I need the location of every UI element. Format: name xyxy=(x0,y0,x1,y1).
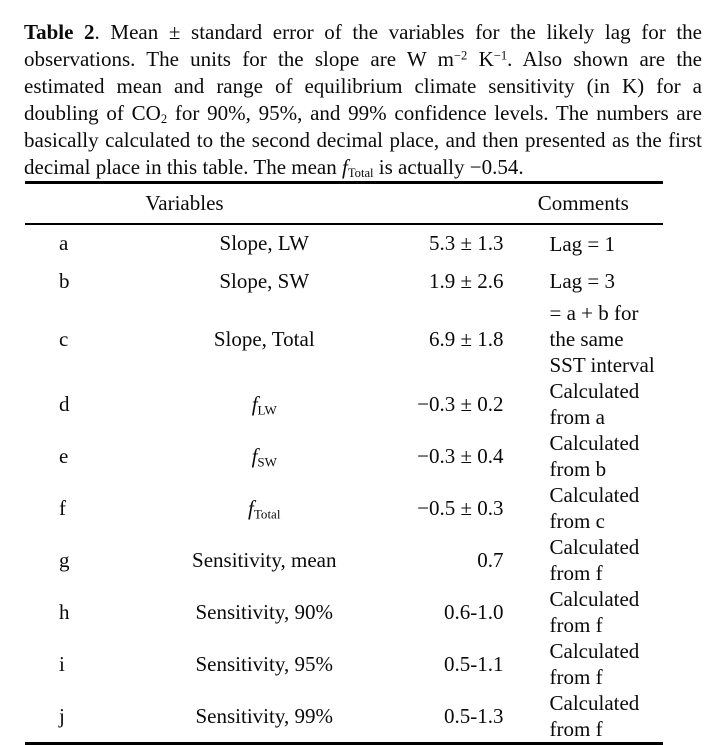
table-row-f: f fTotal −0.5 ± 0.3 Calculated from c xyxy=(25,482,663,534)
value-cell: 0.7 xyxy=(477,547,504,572)
value-cell: 1.9 ± 2.6 xyxy=(428,268,504,293)
variable-name: f xyxy=(251,443,258,468)
table-row-g: g Sensitivity, mean 0.7 Calculated from … xyxy=(25,534,663,586)
table-caption: Table 2. Mean ± standard error of the va… xyxy=(24,19,702,181)
row-letter: a xyxy=(59,231,69,255)
value-cell: 0.6-1.0 xyxy=(444,599,504,624)
variable-name: Slope, SW xyxy=(219,268,310,293)
variable-name: f xyxy=(251,391,258,416)
table-row-c: c Slope, Total 6.9 ± 1.8 = a + b for the… xyxy=(25,300,663,378)
table-row-b: b Slope, SW 1.9 ± 2.6 Lag = 3 xyxy=(25,262,663,300)
column-header-comments: Comments xyxy=(503,182,663,225)
value-cell: 5.3 ± 1.3 xyxy=(428,231,504,255)
variable-subscript: Total xyxy=(253,505,281,521)
value-cell: 6.9 ± 1.8 xyxy=(428,326,504,351)
value-cell: −0.3 ± 0.4 xyxy=(417,443,504,468)
value-cell: −0.3 ± 0.2 xyxy=(417,391,504,416)
variable-cell: Sensitivity, 99% xyxy=(185,690,345,744)
data-table: Variables Comments a Slope, LW 5.3 ± 1.3… xyxy=(25,181,663,745)
column-header-value-spacer xyxy=(344,182,504,225)
value-cell: −0.5 ± 0.3 xyxy=(417,495,504,520)
variable-name: Sensitivity, 99% xyxy=(195,703,333,728)
comment-cell: Calculated from f xyxy=(549,691,640,741)
variable-name: f xyxy=(248,495,254,520)
comment-cell: = a + b for the same SST interval xyxy=(549,301,655,377)
caption-table-label: Table 2 xyxy=(24,20,95,44)
caption-text-4: for 90%, 95%, and 99% confidence levels.… xyxy=(24,101,702,179)
table-row-e: e fSW −0.3 ± 0.4 Calculated from b xyxy=(25,430,663,482)
variable-name: Slope, Total xyxy=(213,326,315,351)
caption-subscript-co2: 2 xyxy=(160,112,168,127)
caption-text-3: . Also shown are the estimated mean and … xyxy=(24,47,702,125)
row-letter: e xyxy=(59,443,69,468)
table-row-i: i Sensitivity, 95% 0.5-1.1 Calculated fr… xyxy=(25,638,663,690)
row-letter: j xyxy=(59,703,65,728)
table-row-j: j Sensitivity, 99% 0.5-1.3 Calculated fr… xyxy=(25,690,663,744)
variable-cell: fLW xyxy=(185,378,345,430)
variable-name: Sensitivity, 95% xyxy=(195,651,333,676)
caption-f-subscript: Total xyxy=(347,166,374,181)
caption-superscript-exponent: −1 xyxy=(493,48,508,63)
variable-cell: Sensitivity, 95% xyxy=(185,638,345,690)
variable-name: Slope, LW xyxy=(219,231,309,255)
variable-subscript: SW xyxy=(257,453,277,469)
row-letter: b xyxy=(59,268,70,293)
comment-cell: Lag = 3 xyxy=(549,269,616,293)
comment-cell: Calculated from c xyxy=(549,483,640,533)
variable-subscript: LW xyxy=(257,401,277,417)
row-letter: f xyxy=(59,495,66,520)
table-row-d: d fLW −0.3 ± 0.2 Calculated from a xyxy=(25,378,663,430)
comment-cell: Lag = 1 xyxy=(549,231,616,256)
comment-cell: Calculated from f xyxy=(549,535,640,585)
caption-text-2: K xyxy=(467,47,494,71)
row-letter: d xyxy=(59,391,70,416)
caption-superscript-exponent: −2 xyxy=(453,48,468,63)
value-cell: 0.5-1.3 xyxy=(444,703,504,728)
variable-cell: Slope, Total xyxy=(185,300,345,378)
variable-cell: fSW xyxy=(185,430,345,482)
row-letter: i xyxy=(59,651,65,676)
row-letter: h xyxy=(59,599,70,624)
comment-cell: Calculated from f xyxy=(549,587,640,637)
table-row-a: a Slope, LW 5.3 ± 1.3 Lag = 1 xyxy=(25,224,663,262)
caption-text-5: is actually −0.54. xyxy=(373,155,524,179)
variable-cell: fTotal xyxy=(185,482,345,534)
row-letter: g xyxy=(59,547,70,572)
table-row-h: h Sensitivity, 90% 0.6-1.0 Calculated fr… xyxy=(25,586,663,638)
comment-cell: Calculated from b xyxy=(549,431,640,481)
variable-cell: Sensitivity, 90% xyxy=(185,586,345,638)
variable-name: Sensitivity, mean xyxy=(192,547,337,572)
variable-name: Sensitivity, 90% xyxy=(195,599,333,624)
column-header-variables: Variables xyxy=(25,182,344,225)
comment-cell: Calculated from a xyxy=(549,379,640,429)
value-cell: 0.5-1.1 xyxy=(444,651,504,676)
variable-cell: Sensitivity, mean xyxy=(185,534,345,586)
caption-text-1: . Mean ± standard error of the variables… xyxy=(24,20,702,71)
variable-cell: Slope, LW xyxy=(185,224,345,262)
header-row: Variables Comments xyxy=(25,182,663,225)
row-letter: c xyxy=(59,326,69,351)
comment-cell: Calculated from f xyxy=(549,639,640,689)
variable-cell: Slope, SW xyxy=(185,262,345,300)
caption-f-variable: f xyxy=(342,155,348,179)
